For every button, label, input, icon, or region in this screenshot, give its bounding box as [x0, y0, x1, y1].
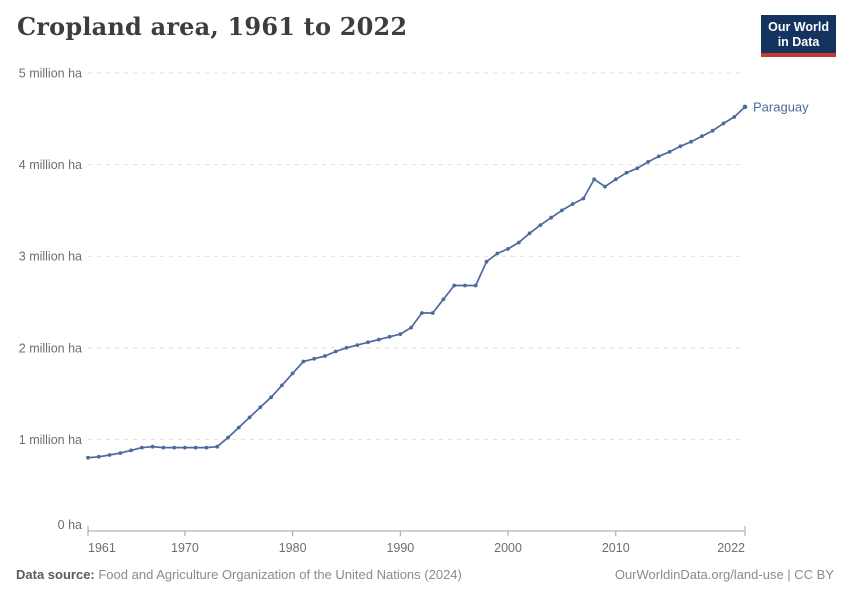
- x-axis-label: 1961: [88, 541, 116, 555]
- data-point[interactable]: [506, 247, 510, 251]
- data-point[interactable]: [226, 435, 230, 440]
- data-point[interactable]: [484, 259, 489, 264]
- data-point[interactable]: [183, 445, 187, 450]
- y-axis-label: 4 million ha: [19, 158, 82, 172]
- x-axis-label: 1990: [386, 541, 414, 555]
- data-point[interactable]: [463, 283, 467, 288]
- data-point[interactable]: [473, 283, 478, 288]
- owid-credit-link[interactable]: OurWorldinData.org/land-use | CC BY: [614, 567, 834, 582]
- data-point[interactable]: [516, 240, 521, 245]
- data-point[interactable]: [376, 337, 381, 342]
- data-point[interactable]: [635, 166, 640, 171]
- data-point[interactable]: [204, 445, 209, 450]
- data-point[interactable]: [721, 121, 726, 126]
- data-point[interactable]: [678, 144, 683, 149]
- x-axis-label: 1970: [171, 541, 199, 555]
- data-point[interactable]: [140, 445, 144, 450]
- data-point[interactable]: [646, 160, 650, 164]
- data-point[interactable]: [592, 177, 597, 182]
- data-point[interactable]: [236, 425, 241, 430]
- data-point[interactable]: [280, 383, 284, 388]
- x-axis-label: 2000: [494, 541, 522, 555]
- data-point[interactable]: [118, 451, 123, 455]
- data-source: Data source: Food and Agriculture Organi…: [16, 567, 462, 582]
- data-point[interactable]: [420, 311, 424, 315]
- data-point[interactable]: [129, 448, 134, 453]
- data-point[interactable]: [441, 297, 446, 302]
- data-point[interactable]: [301, 359, 306, 364]
- data-point[interactable]: [560, 208, 564, 213]
- data-point[interactable]: [452, 283, 457, 288]
- owid-logo-line1: Our World: [768, 20, 829, 34]
- y-axis-label: 5 million ha: [19, 67, 82, 81]
- data-point[interactable]: [107, 453, 112, 457]
- data-point[interactable]: [667, 149, 672, 154]
- data-point[interactable]: [409, 325, 413, 330]
- owid-logo-line2: in Data: [777, 34, 820, 49]
- x-axis-label: 2022: [717, 541, 745, 555]
- x-axis-label: 2010: [602, 541, 630, 555]
- owid-logo[interactable]: Our World in Data: [761, 15, 836, 57]
- series-entity-label: Paraguay: [753, 99, 809, 114]
- x-axis-label: 1980: [279, 541, 307, 555]
- data-point[interactable]: [603, 184, 607, 189]
- data-point[interactable]: [624, 170, 629, 175]
- data-point[interactable]: [312, 356, 317, 361]
- data-point[interactable]: [570, 202, 575, 206]
- data-point[interactable]: [613, 177, 618, 182]
- chart-footer: Data source: Food and Agriculture Organi…: [16, 567, 834, 582]
- chart-title: Cropland area, 1961 to 2022: [17, 12, 408, 41]
- data-point[interactable]: [398, 332, 403, 336]
- data-point[interactable]: [86, 455, 90, 460]
- data-point[interactable]: [366, 340, 370, 345]
- data-point[interactable]: [689, 139, 693, 144]
- data-point[interactable]: [742, 104, 748, 110]
- data-point[interactable]: [172, 445, 177, 450]
- data-point[interactable]: [333, 349, 338, 354]
- data-point[interactable]: [193, 445, 198, 450]
- data-point[interactable]: [495, 251, 500, 256]
- data-point[interactable]: [387, 334, 392, 339]
- data-point[interactable]: [344, 345, 349, 350]
- data-point[interactable]: [732, 115, 737, 119]
- data-point[interactable]: [269, 395, 273, 400]
- data-point[interactable]: [150, 444, 155, 449]
- data-source-label: Data source:: [16, 567, 95, 582]
- data-point[interactable]: [247, 415, 252, 420]
- data-point[interactable]: [355, 343, 360, 347]
- data-point[interactable]: [549, 215, 553, 220]
- data-point[interactable]: [430, 311, 435, 315]
- data-point[interactable]: [581, 196, 586, 201]
- y-axis-label: 3 million ha: [19, 250, 82, 264]
- data-source-text: Food and Agriculture Organization of the…: [94, 567, 462, 582]
- data-point[interactable]: [323, 354, 327, 358]
- data-point[interactable]: [96, 454, 101, 459]
- data-point[interactable]: [700, 134, 704, 139]
- data-point[interactable]: [656, 154, 661, 159]
- data-point[interactable]: [161, 445, 166, 450]
- y-axis-label: 0 ha: [58, 518, 82, 532]
- data-point[interactable]: [710, 128, 715, 133]
- data-point[interactable]: [258, 405, 263, 410]
- data-point[interactable]: [290, 371, 295, 376]
- y-axis-label: 2 million ha: [19, 341, 82, 355]
- data-point[interactable]: [538, 223, 543, 228]
- data-point[interactable]: [215, 444, 220, 449]
- y-axis-label: 1 million ha: [19, 433, 82, 447]
- series-line[interactable]: [87, 106, 746, 459]
- data-point[interactable]: [527, 231, 532, 236]
